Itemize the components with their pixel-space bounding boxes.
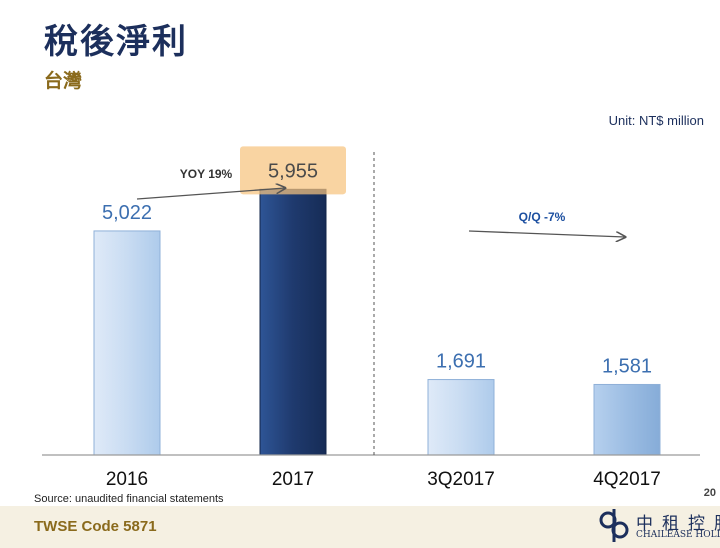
page-number: 20 — [703, 487, 716, 499]
bar-2017 — [259, 188, 327, 456]
annotation-label-2: Q/Q -7% — [519, 210, 566, 224]
brand-name-en: CHAILEASE HOLDIN — [636, 530, 720, 540]
value-label-3q2017: 1,691 — [436, 351, 486, 373]
annotation-arrow-1 — [136, 188, 285, 200]
page-subtitle: 台灣 — [44, 70, 83, 92]
chailease-logo-icon — [599, 509, 629, 542]
category-label-3q2017: 3Q2017 — [427, 469, 495, 490]
category-label-2017: 2017 — [272, 469, 314, 490]
unit-label: Unit: NT$ million — [608, 113, 704, 128]
bar-2016 — [93, 230, 161, 456]
page-title: 稅後淨利 — [44, 22, 188, 62]
brand-name-cn: 中租控股 — [636, 514, 720, 534]
annotation-arrow-2 — [468, 230, 625, 237]
twse-code: TWSE Code 5871 — [34, 518, 157, 535]
bar-4q2017 — [593, 383, 661, 456]
source-note: Source: unaudited financial statements — [34, 493, 224, 505]
value-label-4q2017: 1,581 — [602, 355, 652, 377]
category-label-2016: 2016 — [106, 469, 148, 490]
bar-3q2017 — [427, 379, 495, 456]
footer-band — [0, 506, 720, 548]
value-label-2017: 5,955 — [268, 160, 318, 182]
category-label-4q2017: 4Q2017 — [593, 469, 661, 490]
highlight-marker — [240, 146, 346, 195]
annotation-label-1: YOY 19% — [180, 167, 233, 181]
value-label-2016: 5,022 — [102, 202, 152, 224]
